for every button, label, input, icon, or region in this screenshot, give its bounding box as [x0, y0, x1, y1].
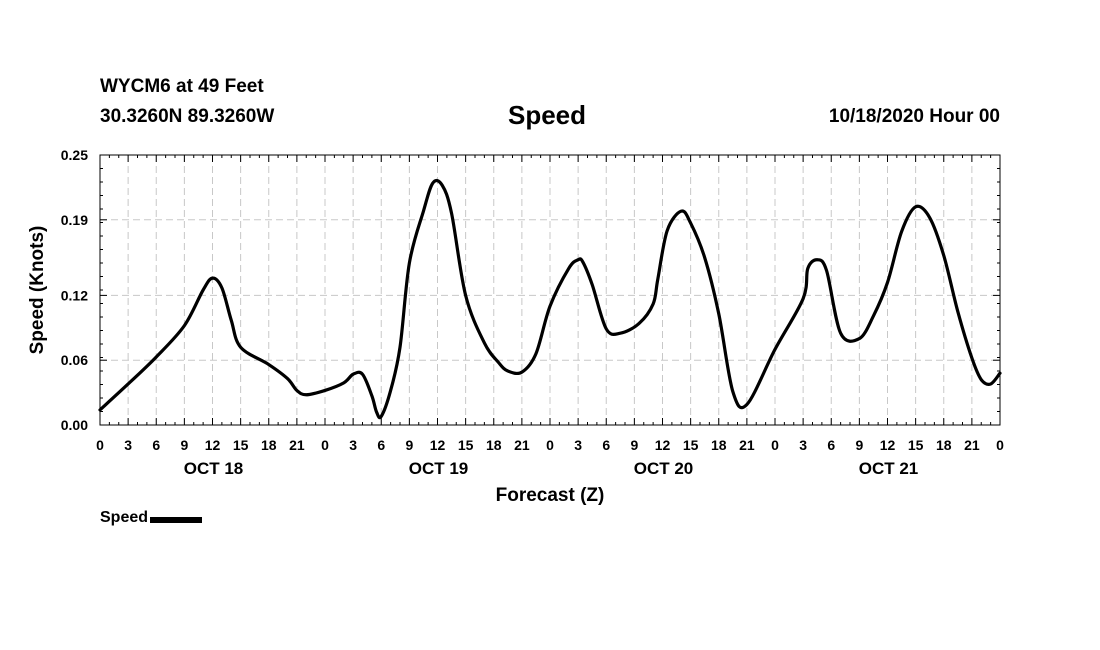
x-tick-label: 18: [486, 437, 502, 453]
y-tick-label: 0.06: [61, 352, 88, 368]
day-label: OCT 19: [409, 459, 469, 478]
x-tick-label: 3: [349, 437, 357, 453]
x-tick-label: 6: [152, 437, 160, 453]
series-layer: [98, 178, 1002, 420]
station-label: WYCM6 at 49 Feet: [100, 76, 264, 97]
x-tick-label: 12: [430, 437, 446, 453]
x-tick-label: 0: [321, 437, 329, 453]
x-tick-label: 0: [96, 437, 104, 453]
legend-label: Speed: [100, 509, 149, 526]
x-tick-label: 18: [936, 437, 952, 453]
x-tick-label: 9: [630, 437, 638, 453]
x-tick-label: 18: [711, 437, 727, 453]
x-tick-label: 21: [514, 437, 530, 453]
y-tick-label: 0.12: [61, 287, 88, 303]
x-tick-label: 12: [655, 437, 671, 453]
x-tick-label: 6: [377, 437, 385, 453]
x-axis-label: Forecast (Z): [496, 485, 605, 506]
x-tick-label: 6: [602, 437, 610, 453]
x-tick-label: 15: [683, 437, 699, 453]
x-tick-label: 21: [964, 437, 980, 453]
forecast-datetime: 10/18/2020 Hour 00: [828, 106, 1000, 127]
x-tick-label: 0: [771, 437, 779, 453]
x-tick-label: 21: [289, 437, 305, 453]
speed-series-line: [98, 178, 1002, 420]
y-tick-label: 0.00: [61, 417, 88, 433]
axes: 0 3 6 9 12 15 18 21 0 3 6 9 12 15 18 21 0 3 6 9 12 15 18 21 0 3 6 9…: [27, 147, 1004, 506]
legend: Speed: [100, 509, 203, 527]
x-tick-label: 0: [996, 437, 1004, 453]
y-tick-label: 0.25: [61, 147, 88, 163]
coordinates-label: 30.3260N 89.3260W: [100, 106, 275, 127]
y-axis-label: Speed (Knots): [27, 226, 48, 355]
day-label: OCT 18: [184, 459, 244, 478]
legend-line-swatch: [150, 517, 203, 523]
x-tick-label: 6: [827, 437, 835, 453]
x-tick-label: 15: [908, 437, 924, 453]
y-tick-label: 0.19: [61, 212, 88, 228]
day-label: OCT 20: [634, 459, 694, 478]
x-tick-label: 21: [739, 437, 755, 453]
grid: [100, 155, 1000, 425]
x-tick-label: 15: [458, 437, 474, 453]
x-tick-label: 12: [880, 437, 896, 453]
day-label: OCT 21: [859, 459, 919, 478]
x-tick-label: 18: [261, 437, 277, 453]
x-tick-label: 3: [124, 437, 132, 453]
plot-frame: [99, 154, 1001, 426]
x-tick-label: 9: [405, 437, 413, 453]
x-tick-label: 0: [546, 437, 554, 453]
chart-title: Speed: [508, 100, 587, 130]
x-tick-label: 15: [233, 437, 249, 453]
x-tick-label: 3: [574, 437, 582, 453]
x-tick-label: 12: [205, 437, 221, 453]
x-tick-label: 3: [799, 437, 807, 453]
x-tick-label: 9: [180, 437, 188, 453]
x-tick-label: 9: [855, 437, 863, 453]
